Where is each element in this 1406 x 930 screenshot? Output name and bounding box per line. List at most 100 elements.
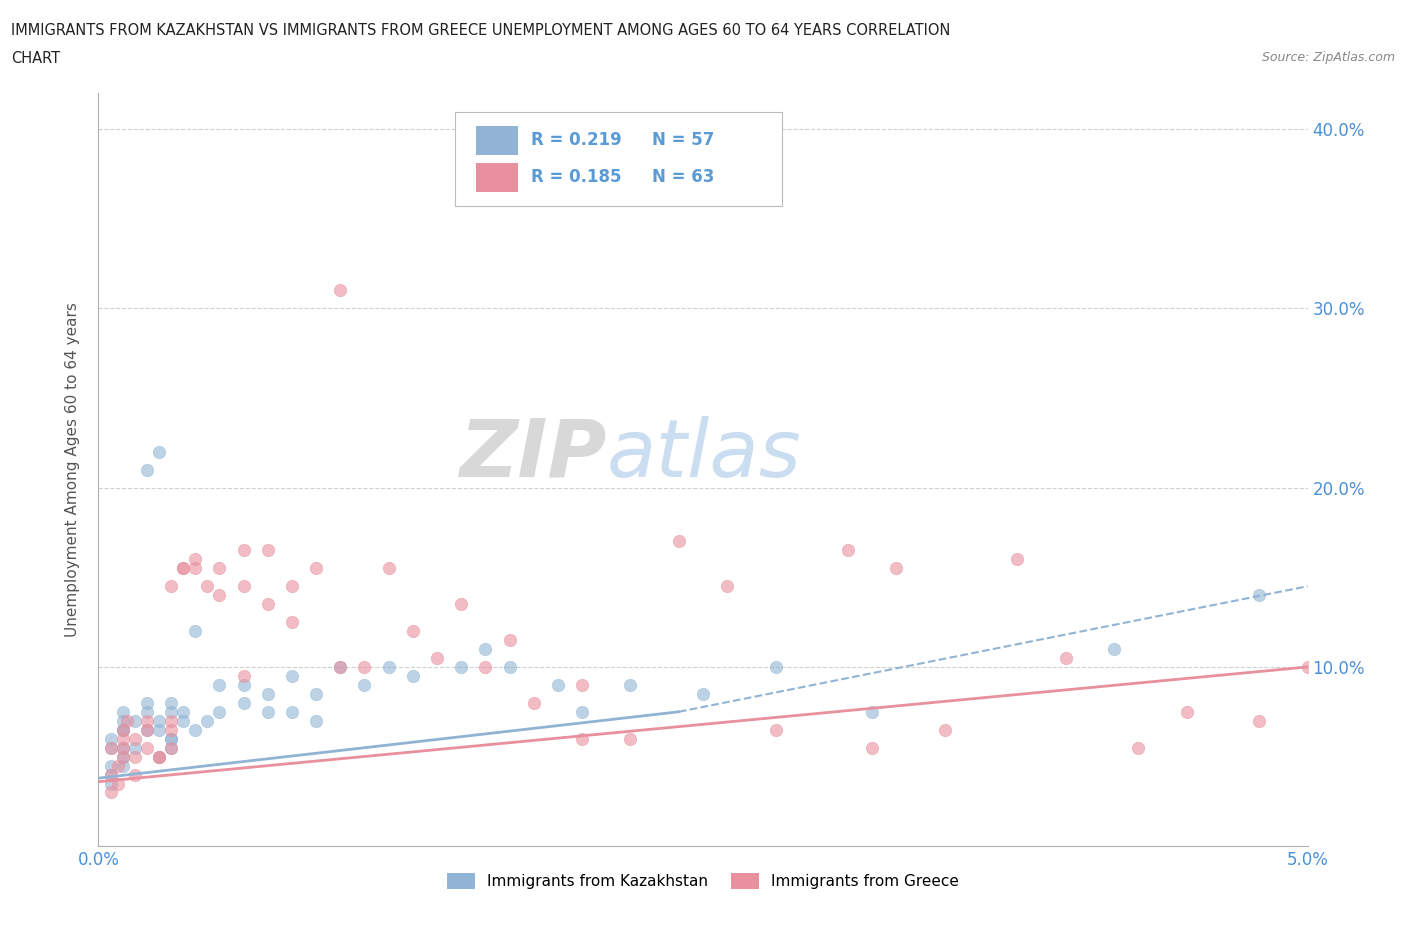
Point bbox=[160, 713, 183, 728]
Point bbox=[111, 723, 134, 737]
Point bbox=[402, 624, 425, 639]
Point bbox=[160, 696, 183, 711]
FancyBboxPatch shape bbox=[475, 126, 517, 154]
Text: R = 0.185: R = 0.185 bbox=[531, 168, 621, 186]
Point bbox=[1054, 651, 1077, 666]
Point bbox=[148, 750, 170, 764]
Point bbox=[619, 731, 641, 746]
Point bbox=[498, 632, 520, 647]
Point bbox=[208, 704, 231, 719]
Point bbox=[100, 740, 122, 755]
Point bbox=[148, 723, 170, 737]
Point bbox=[619, 677, 641, 692]
Point bbox=[160, 578, 183, 593]
Point bbox=[765, 723, 787, 737]
Point bbox=[353, 677, 375, 692]
Point bbox=[172, 561, 194, 576]
Point bbox=[135, 723, 157, 737]
Point bbox=[329, 283, 352, 298]
Point bbox=[111, 723, 134, 737]
Point bbox=[148, 750, 170, 764]
Point bbox=[377, 659, 399, 674]
Point bbox=[208, 588, 231, 603]
Point bbox=[160, 723, 183, 737]
Text: IMMIGRANTS FROM KAZAKHSTAN VS IMMIGRANTS FROM GREECE UNEMPLOYMENT AMONG AGES 60 : IMMIGRANTS FROM KAZAKHSTAN VS IMMIGRANTS… bbox=[11, 23, 950, 38]
Point bbox=[571, 704, 593, 719]
Point bbox=[256, 543, 278, 558]
Point bbox=[160, 740, 183, 755]
Point bbox=[1296, 659, 1319, 674]
Point bbox=[100, 731, 122, 746]
Point bbox=[305, 561, 328, 576]
Point bbox=[716, 578, 738, 593]
Point bbox=[765, 659, 787, 674]
Point bbox=[100, 767, 122, 782]
Point bbox=[377, 561, 399, 576]
Point bbox=[107, 776, 129, 790]
Y-axis label: Unemployment Among Ages 60 to 64 years: Unemployment Among Ages 60 to 64 years bbox=[65, 302, 80, 637]
Point bbox=[172, 713, 194, 728]
Point bbox=[256, 704, 278, 719]
Point bbox=[1128, 740, 1150, 755]
Point bbox=[353, 659, 375, 674]
Point bbox=[195, 578, 218, 593]
Point bbox=[172, 561, 194, 576]
Point bbox=[208, 561, 231, 576]
Point bbox=[111, 723, 134, 737]
Point bbox=[124, 713, 146, 728]
Point bbox=[135, 713, 157, 728]
Point bbox=[860, 704, 883, 719]
Point bbox=[1249, 713, 1271, 728]
Point bbox=[1102, 642, 1125, 657]
Point bbox=[111, 750, 134, 764]
Point bbox=[100, 758, 122, 773]
Point bbox=[160, 704, 183, 719]
Point bbox=[111, 758, 134, 773]
Point bbox=[124, 731, 146, 746]
Point bbox=[117, 713, 139, 728]
Point bbox=[124, 740, 146, 755]
Point bbox=[111, 713, 134, 728]
Point bbox=[934, 723, 956, 737]
Point bbox=[160, 731, 183, 746]
Point bbox=[111, 740, 134, 755]
Point bbox=[135, 462, 157, 477]
Point bbox=[402, 669, 425, 684]
Point bbox=[571, 731, 593, 746]
Point bbox=[305, 713, 328, 728]
Point bbox=[148, 445, 170, 459]
Point bbox=[474, 642, 496, 657]
Point bbox=[860, 740, 883, 755]
Point bbox=[474, 659, 496, 674]
Point bbox=[135, 723, 157, 737]
FancyBboxPatch shape bbox=[475, 163, 517, 192]
Point bbox=[100, 776, 122, 790]
Point bbox=[124, 767, 146, 782]
Text: R = 0.219: R = 0.219 bbox=[531, 131, 621, 150]
Point bbox=[172, 704, 194, 719]
Point bbox=[184, 551, 207, 566]
Point bbox=[692, 686, 714, 701]
Point bbox=[232, 578, 254, 593]
Text: CHART: CHART bbox=[11, 51, 60, 66]
Point bbox=[281, 578, 304, 593]
Text: N = 57: N = 57 bbox=[652, 131, 714, 150]
Text: Source: ZipAtlas.com: Source: ZipAtlas.com bbox=[1261, 51, 1395, 64]
Point bbox=[281, 669, 304, 684]
Point bbox=[111, 740, 134, 755]
Point bbox=[426, 651, 449, 666]
Point bbox=[111, 750, 134, 764]
Text: atlas: atlas bbox=[606, 416, 801, 494]
Point bbox=[107, 758, 129, 773]
Point bbox=[571, 677, 593, 692]
Point bbox=[160, 740, 183, 755]
Point bbox=[232, 677, 254, 692]
Point bbox=[111, 704, 134, 719]
Text: N = 63: N = 63 bbox=[652, 168, 714, 186]
Point bbox=[523, 696, 546, 711]
Point bbox=[886, 561, 908, 576]
Point bbox=[135, 740, 157, 755]
Point bbox=[256, 686, 278, 701]
Point bbox=[195, 713, 218, 728]
Point bbox=[305, 686, 328, 701]
